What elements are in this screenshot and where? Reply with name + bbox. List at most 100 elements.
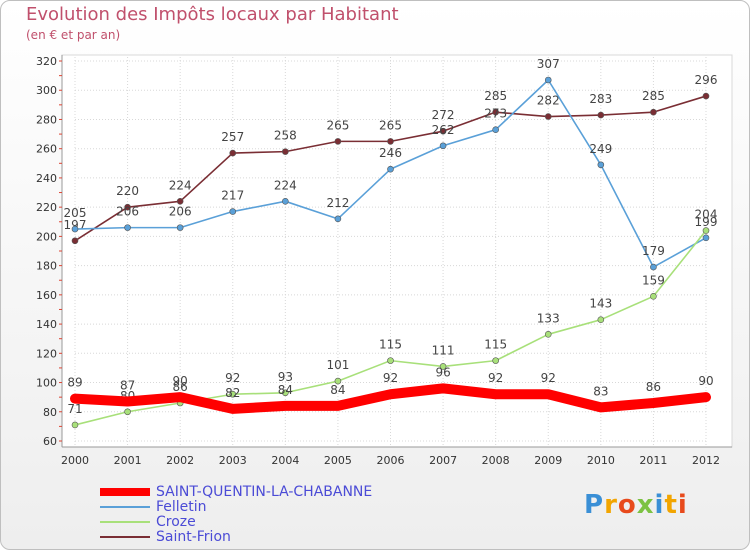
logo-letter: o: [617, 490, 637, 520]
data-label: 101: [326, 358, 349, 372]
data-label: 92: [541, 371, 556, 385]
data-label: 96: [435, 365, 450, 379]
series-line-saint-quentin-la-chabanne: [70, 383, 711, 414]
logo-letter: x: [636, 490, 655, 520]
data-label: 90: [698, 374, 713, 388]
data-label: 212: [326, 196, 349, 210]
data-label: 285: [642, 89, 665, 103]
y-tick-label: 60: [43, 435, 57, 448]
x-tick-label: 2008: [482, 454, 510, 467]
data-label: 71: [67, 402, 82, 416]
x-tick-label: 2006: [377, 454, 405, 467]
data-label: 224: [274, 178, 297, 192]
y-tick-label: 100: [36, 377, 57, 390]
data-label: 258: [274, 129, 297, 143]
logo-letter: i: [654, 490, 665, 520]
y-tick-label: 140: [36, 318, 57, 331]
x-tick-label: 2011: [639, 454, 667, 467]
data-point: [282, 148, 289, 155]
data-label: 204: [695, 208, 718, 222]
data-label: 179: [642, 244, 665, 258]
data-label: 159: [642, 273, 665, 287]
data-label: 285: [484, 89, 507, 103]
data-label: 217: [221, 189, 244, 203]
data-label: 220: [116, 184, 139, 198]
data-point: [387, 357, 394, 364]
data-label: 84: [278, 383, 293, 397]
x-tick-label: 2010: [587, 454, 615, 467]
data-point: [492, 357, 499, 364]
data-label: 265: [379, 118, 402, 132]
x-tick-label: 2002: [166, 454, 194, 467]
x-tick-label: 2007: [429, 454, 457, 467]
data-point: [387, 138, 394, 145]
legend-swatch: [100, 505, 150, 508]
data-point: [176, 198, 184, 205]
proxiti-logo: Proxiti: [584, 490, 688, 520]
data-point: [492, 108, 499, 116]
x-tick-label: 2001: [114, 454, 142, 467]
y-tick-label: 80: [43, 406, 57, 419]
data-label: 246: [379, 146, 402, 160]
x-tick-label: 2000: [61, 454, 89, 467]
data-label: 82: [225, 386, 240, 400]
data-point: [650, 293, 657, 300]
data-point: [650, 263, 657, 271]
data-point: [229, 390, 237, 398]
x-tick-label: 2004: [271, 454, 299, 467]
legend-swatch: [100, 487, 150, 496]
data-label: 86: [173, 380, 188, 394]
data-label: 115: [484, 338, 507, 352]
data-label: 272: [432, 108, 455, 122]
logo-letter: r: [604, 490, 618, 520]
data-label: 115: [379, 338, 402, 352]
data-label: 84: [330, 383, 345, 397]
x-tick-label: 2009: [534, 454, 562, 467]
legend-item: Felletin: [100, 498, 372, 515]
data-label: 273: [484, 107, 507, 121]
data-point: [439, 142, 447, 150]
chart-title: Evolution des Impôts locaux par Habitant: [26, 4, 399, 25]
data-label: 249: [589, 142, 612, 156]
y-tick-label: 200: [36, 230, 57, 243]
logo-letter: t: [664, 490, 678, 520]
data-label: 307: [537, 57, 560, 71]
data-point: [229, 208, 237, 215]
legend-label: Felletin: [156, 498, 207, 515]
data-point: [650, 108, 657, 116]
legend-label: Saint-Frion: [156, 528, 231, 545]
data-label: 143: [589, 297, 612, 311]
legend-swatch: [100, 520, 150, 523]
data-point: [124, 408, 131, 416]
data-label: 93: [278, 370, 293, 384]
legend-label: Croze: [156, 513, 196, 530]
data-label: 133: [537, 311, 560, 325]
plot-area: [61, 54, 733, 448]
data-point: [702, 234, 710, 242]
data-label: 224: [169, 178, 192, 192]
data-label: 296: [695, 73, 718, 87]
data-label: 92: [488, 371, 503, 385]
chart-subtitle: (en € et par an): [26, 28, 121, 42]
data-point: [229, 149, 237, 157]
data-point: [71, 237, 79, 245]
data-point: [702, 227, 710, 234]
data-point: [71, 225, 79, 233]
data-point: [492, 126, 499, 133]
data-point: [544, 113, 552, 120]
chart-legend: SAINT-QUENTIN-LA-CHABANNE Felletin Croze Sa…: [100, 484, 372, 545]
x-tick-label: 2005: [324, 454, 352, 467]
data-point: [124, 203, 131, 211]
data-label: 92: [383, 371, 398, 385]
data-point: [387, 165, 394, 173]
logo-letter: P: [584, 490, 605, 520]
data-point: [282, 198, 289, 205]
y-tick-label: 180: [36, 260, 57, 273]
legend-item: Croze: [100, 513, 372, 530]
data-point: [439, 127, 447, 135]
data-label: 265: [326, 118, 349, 132]
data-label: 206: [169, 205, 192, 219]
data-label: 282: [537, 94, 560, 108]
data-point: [544, 331, 552, 338]
